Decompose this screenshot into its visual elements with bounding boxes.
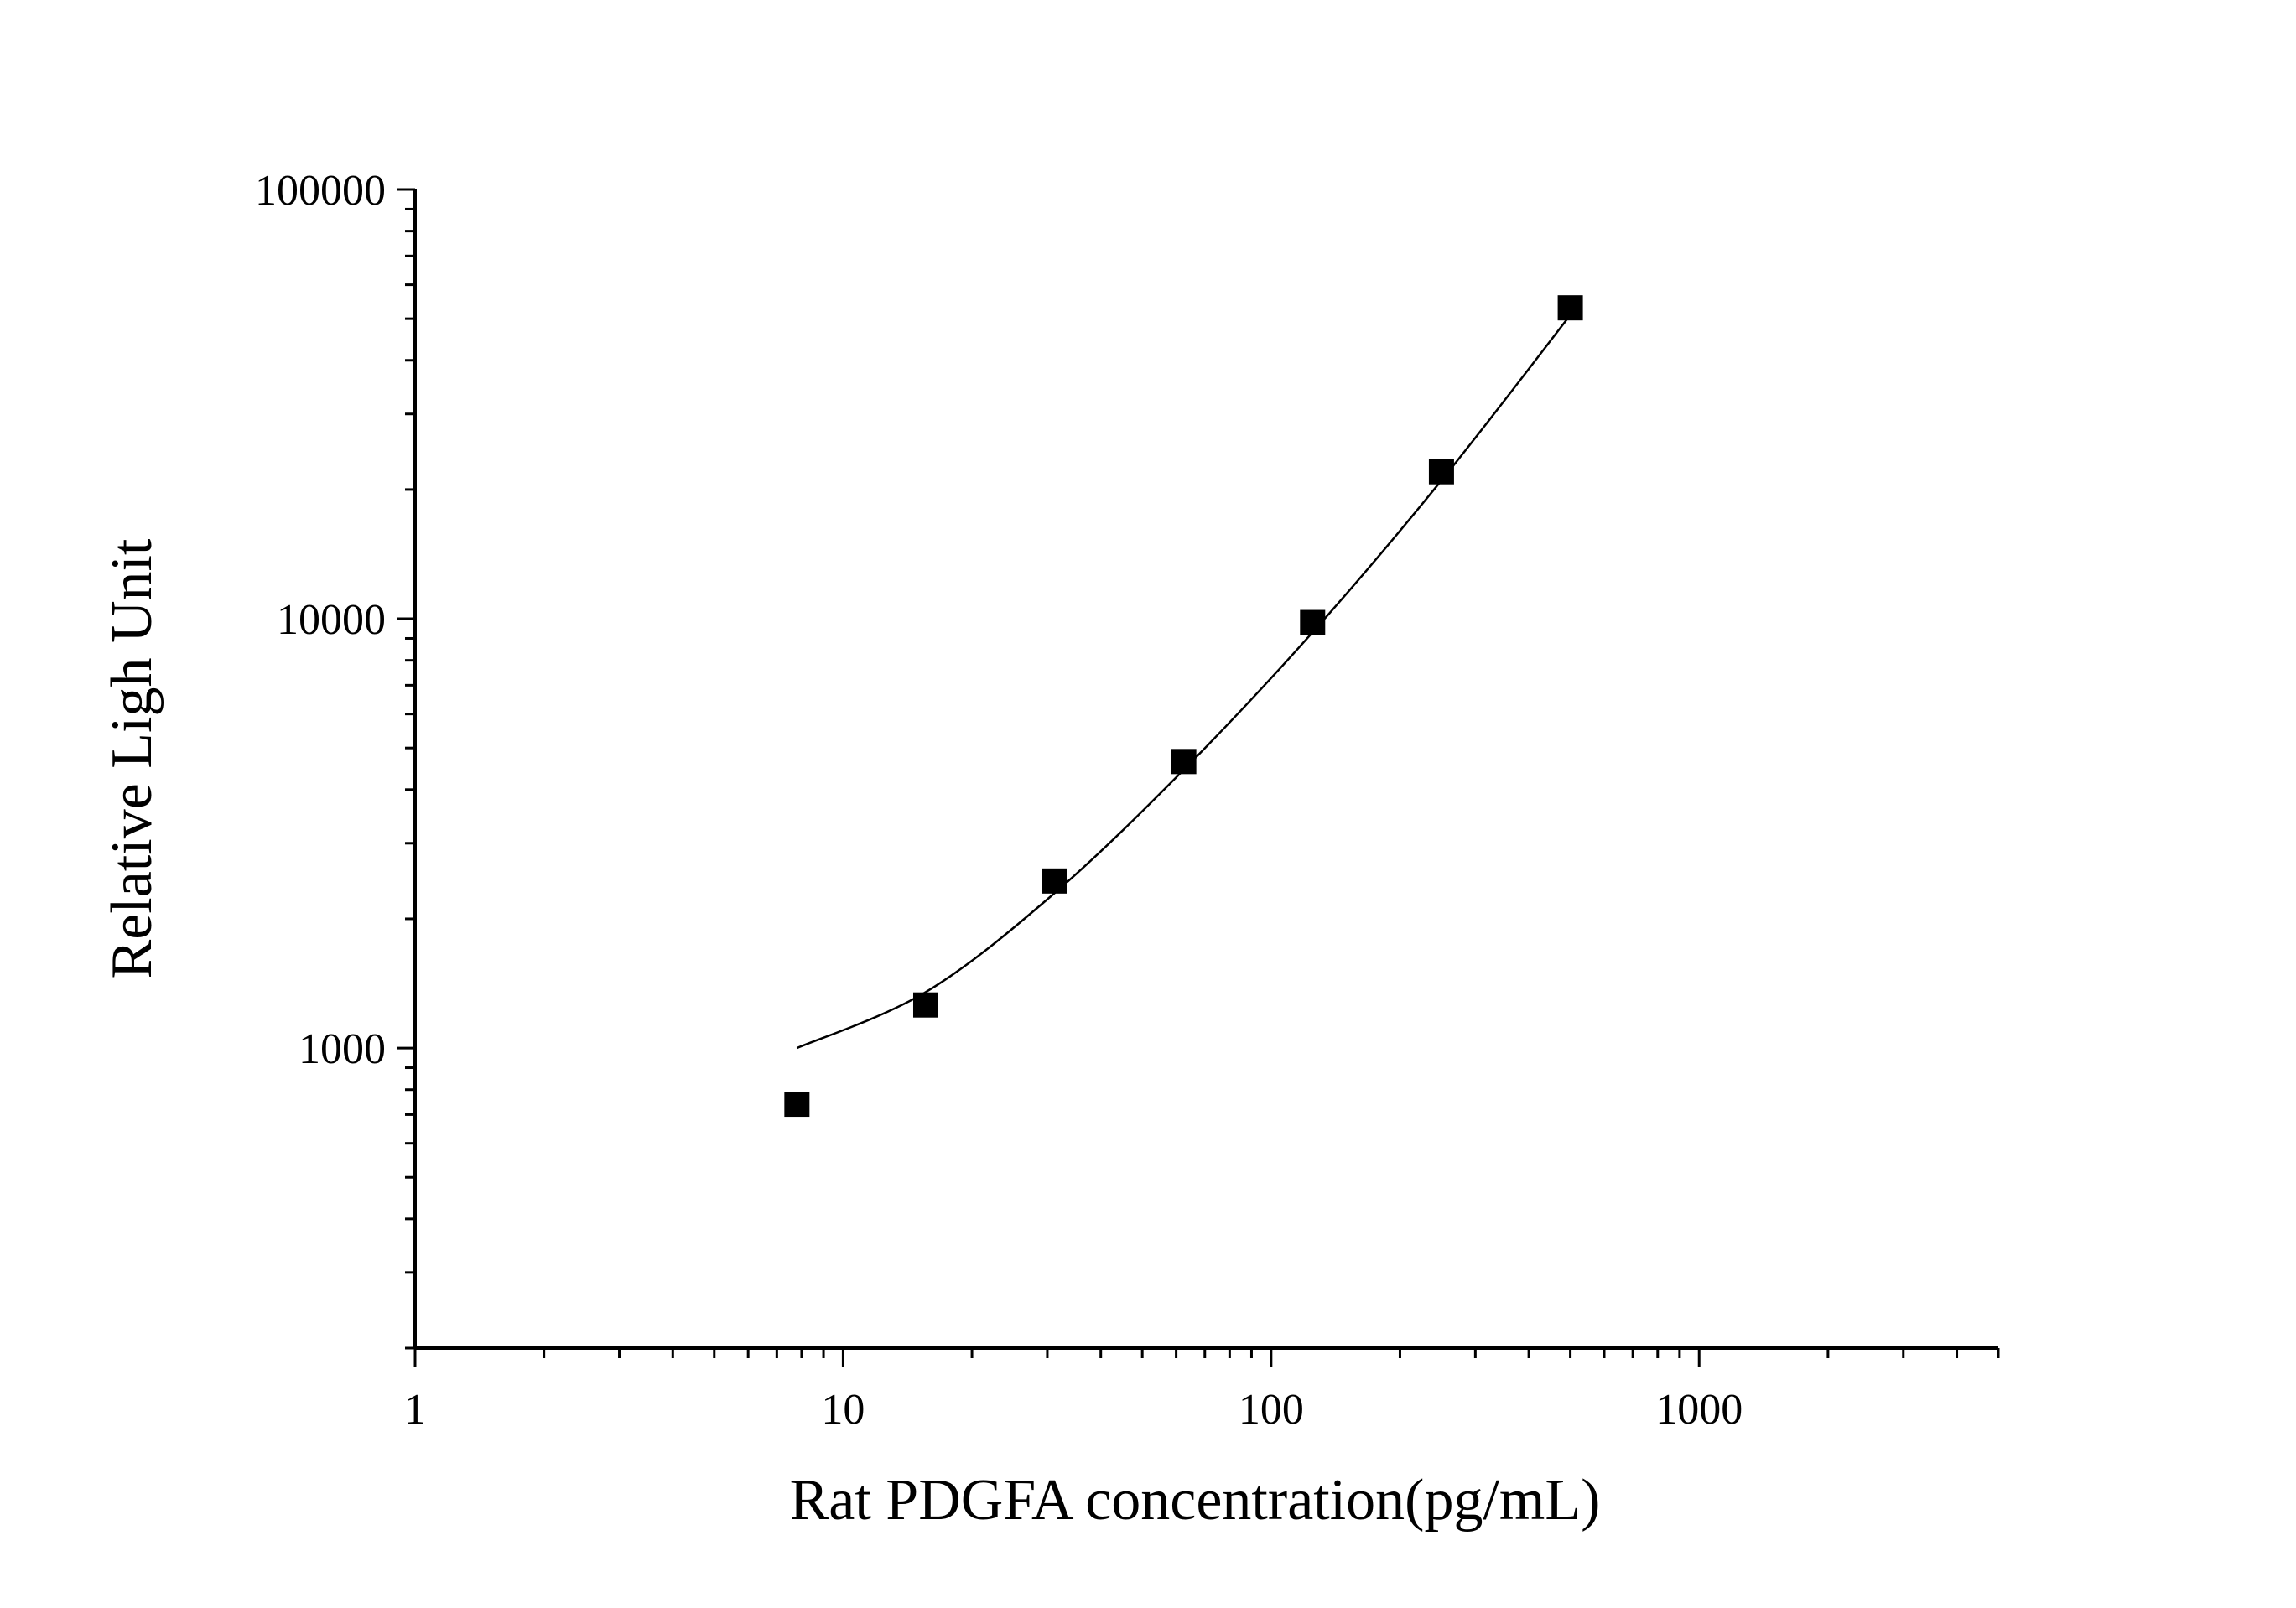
x-tick-label: 1 bbox=[404, 1386, 426, 1434]
fit-curve bbox=[796, 314, 1571, 1050]
data-point bbox=[1428, 459, 1454, 485]
fit-curve-layer bbox=[796, 314, 1571, 1050]
x-tick-label: 1000 bbox=[1655, 1386, 1743, 1434]
data-point bbox=[784, 1092, 810, 1118]
data-point bbox=[1171, 749, 1197, 775]
y-axis-title: Relative Ligh Unit bbox=[100, 538, 164, 978]
data-point bbox=[912, 992, 938, 1018]
tick-labels: 1 10 100 1000 1000 10000 100000 bbox=[255, 167, 1743, 1434]
y-tick-label: 10000 bbox=[277, 596, 386, 644]
ticks bbox=[397, 188, 2000, 1367]
data-point bbox=[1042, 868, 1067, 894]
data-point bbox=[1300, 609, 1326, 635]
axes bbox=[413, 189, 1998, 1350]
data-points-layer bbox=[784, 295, 1583, 1118]
data-point bbox=[1557, 295, 1583, 321]
y-tick-label: 100000 bbox=[255, 167, 386, 215]
x-axis-title: Rat PDGFA concentration(pg/mL) bbox=[790, 1468, 1601, 1533]
x-tick-label: 10 bbox=[821, 1386, 865, 1434]
x-tick-label: 100 bbox=[1239, 1386, 1304, 1434]
y-tick-label: 1000 bbox=[299, 1025, 386, 1073]
